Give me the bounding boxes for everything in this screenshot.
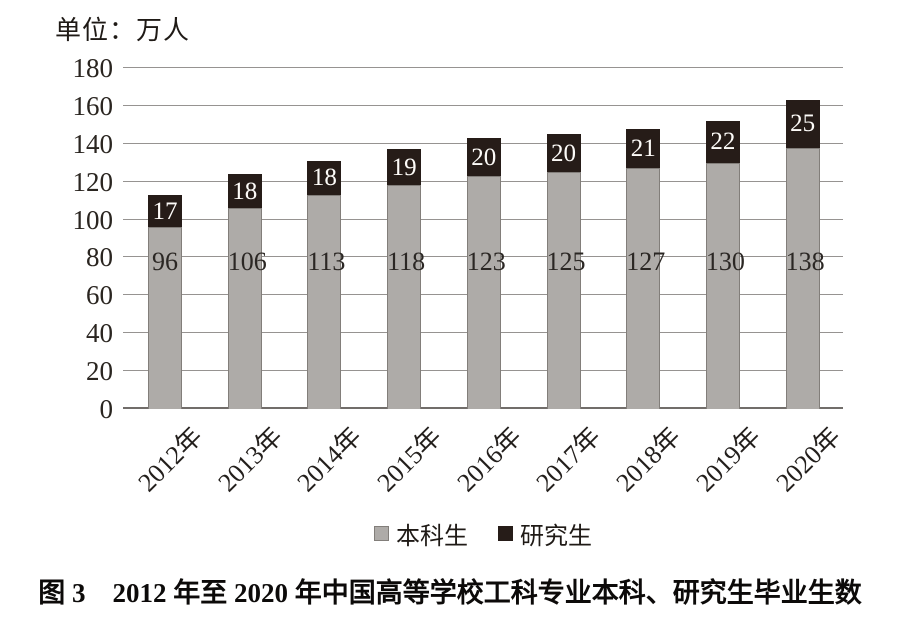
bar-2019年: 22 130 [705,121,745,409]
y-tick-label-120: 120 [72,166,114,197]
bar-segment-undergraduate [227,208,262,409]
legend-swatch-undergraduate-icon [374,526,389,541]
bar-label-graduate: 22 [710,128,736,156]
bar-2013年: 18 106 [227,174,267,409]
bar-segment-graduate: 18 [307,160,342,195]
bar-segment-graduate: 22 [705,121,740,163]
bar-segment-undergraduate [546,172,581,409]
y-tick-label-0: 0 [99,394,114,424]
bar-label-undergraduate: 125 [546,247,586,276]
bar-segment-graduate: 17 [148,194,182,228]
bar-label-undergraduate: 118 [387,247,426,276]
legend-item-undergraduate: 本科生 [374,516,468,551]
bar-label-graduate: 17 [152,197,178,225]
bar-label-graduate: 18 [311,164,337,192]
x-tick-label-2018年: 2018年 [610,421,687,498]
legend-label-undergraduate: 本科生 [396,524,468,550]
bar-2016年: 20 123 [466,138,506,409]
bar-2012年: 17 96 [148,194,182,409]
bar-label-graduate: 25 [790,110,816,138]
y-tick-label-60: 60 [86,280,113,311]
figure-caption: 图 3 2012 年至 2020 年中国高等学校工科专业本科、研究生毕业生数 [38,578,862,608]
gridline-160 [123,104,843,106]
bar-segment-undergraduate [466,175,501,409]
y-tick-label-40: 40 [86,318,113,349]
bar-segment-undergraduate [785,147,820,409]
x-tick-label-2014年: 2014年 [291,421,368,498]
bar-label-undergraduate: 123 [466,247,506,276]
x-tick-label-2017年: 2017年 [530,421,607,498]
bar-2015年: 19 118 [387,149,426,409]
y-tick-label-20: 20 [86,356,113,387]
bar-2014年: 18 113 [307,160,346,409]
bar-segment-undergraduate [148,227,182,409]
bar-segment-undergraduate [705,162,740,409]
bar-segment-graduate: 21 [626,128,661,169]
bar-label-undergraduate: 127 [626,247,666,276]
y-tick-label-160: 160 [72,90,114,121]
plot-area: 0 20 40 60 80 100 120 140 160 180 17 96 2012年 18 106 20… [73,55,846,498]
bar-label-graduate: 18 [232,177,258,205]
x-tick-label-2016年: 2016年 [451,421,527,498]
bar-label-undergraduate: 138 [785,247,825,276]
bar-segment-undergraduate [307,194,342,409]
bar-segment-graduate: 18 [227,174,262,209]
bar-2020年: 25 138 [785,100,825,409]
bar-label-graduate: 19 [391,153,417,181]
bar-2017年: 20 125 [546,134,586,409]
legend-item-graduate: 研究生 [498,516,592,551]
bar-label-graduate: 21 [630,135,656,163]
y-tick-label-180: 180 [72,53,114,83]
legend-swatch-graduate-icon [498,526,513,541]
x-tick-label-2012年: 2012年 [132,421,209,498]
y-tick-label-100: 100 [72,204,114,235]
bar-label-undergraduate: 113 [307,247,346,276]
bar-label-undergraduate: 106 [227,247,267,276]
bar-label-graduate: 20 [551,139,576,167]
bar-segment-graduate: 25 [785,100,820,148]
gridline-180 [123,67,843,68]
bar-label-undergraduate: 96 [152,247,178,276]
y-axis-unit-label: 单位：万人 [55,16,191,45]
bar-segment-graduate: 20 [546,134,581,173]
x-tick-label-2015年: 2015年 [371,421,448,498]
legend-label-graduate: 研究生 [520,524,592,550]
bar-segment-graduate: 20 [466,138,501,176]
x-tick-label-2019年: 2019年 [690,421,766,498]
y-tick-label-140: 140 [72,128,114,159]
legend: 本科生 研究生 [123,516,843,551]
bar-label-undergraduate: 130 [705,247,745,276]
bar-segment-graduate: 19 [387,149,422,186]
bar-segment-undergraduate [626,168,661,409]
bar-2018年: 21 127 [626,128,666,409]
bar-segment-undergraduate [387,185,422,409]
y-tick-label-80: 80 [86,242,113,273]
x-tick-label-2013年: 2013年 [212,421,288,498]
x-tick-label-2020年: 2020年 [770,421,846,498]
bar-label-graduate: 20 [471,143,497,171]
